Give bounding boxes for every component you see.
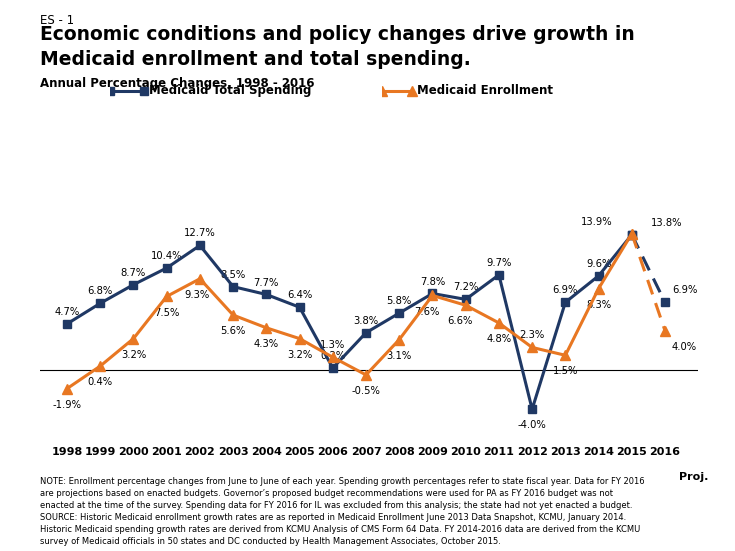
Text: 2016: 2016 <box>650 447 681 457</box>
Text: 2002: 2002 <box>184 447 215 457</box>
Text: 2006: 2006 <box>318 447 348 457</box>
Text: 5.6%: 5.6% <box>220 326 245 336</box>
Text: 8.3%: 8.3% <box>586 300 611 310</box>
Text: 3.2%: 3.2% <box>287 350 312 360</box>
Text: 0.2%: 0.2% <box>320 351 345 361</box>
Text: 2014: 2014 <box>583 447 614 457</box>
Text: 6.6%: 6.6% <box>448 316 473 326</box>
Text: 7.2%: 7.2% <box>453 283 478 293</box>
Text: 2004: 2004 <box>251 447 282 457</box>
Text: 1.5%: 1.5% <box>553 366 578 376</box>
Text: 2008: 2008 <box>384 447 415 457</box>
Text: 9.3%: 9.3% <box>184 290 209 300</box>
Text: 2001: 2001 <box>151 447 182 457</box>
Text: 2.3%: 2.3% <box>520 331 545 341</box>
Text: 1998: 1998 <box>51 447 82 457</box>
Text: Proj.: Proj. <box>679 472 709 482</box>
Text: 10.4%: 10.4% <box>151 251 182 261</box>
Text: -0.5%: -0.5% <box>351 386 381 396</box>
Text: enacted at the time of the survey. Spending data for FY 2016 for IL was excluded: enacted at the time of the survey. Spend… <box>40 501 633 510</box>
Text: 1999: 1999 <box>85 447 116 457</box>
Text: NOTE: Enrollment percentage changes from June to June of each year. Spending gro: NOTE: Enrollment percentage changes from… <box>40 477 645 485</box>
Text: 13.8%: 13.8% <box>651 218 683 228</box>
Text: 2009: 2009 <box>417 447 448 457</box>
Text: 7.6%: 7.6% <box>415 306 440 317</box>
Text: 2003: 2003 <box>218 447 248 457</box>
Text: Historic Medicaid spending growth rates are derived from KCMU Analysis of CMS Fo: Historic Medicaid spending growth rates … <box>40 525 641 534</box>
Text: 9.6%: 9.6% <box>586 259 612 269</box>
Text: 2000: 2000 <box>118 447 148 457</box>
Text: -4.0%: -4.0% <box>517 420 547 430</box>
Text: 6.4%: 6.4% <box>287 290 312 300</box>
Text: 2013: 2013 <box>550 447 581 457</box>
Text: 0.4%: 0.4% <box>87 377 112 387</box>
Text: 6.8%: 6.8% <box>87 287 113 296</box>
Text: 1.3%: 1.3% <box>320 341 345 350</box>
Text: 3.1%: 3.1% <box>387 350 412 361</box>
Text: 2011: 2011 <box>484 447 514 457</box>
Text: 9.7%: 9.7% <box>487 258 512 268</box>
Text: 4.7%: 4.7% <box>54 307 79 317</box>
Text: 2012: 2012 <box>517 447 548 457</box>
Text: Annual Percentage Changes, 1998 - 2016: Annual Percentage Changes, 1998 - 2016 <box>40 77 315 90</box>
Text: Medicaid Enrollment: Medicaid Enrollment <box>417 84 553 98</box>
Text: 7.8%: 7.8% <box>420 277 445 287</box>
Text: 8.7%: 8.7% <box>121 268 146 278</box>
Text: 2005: 2005 <box>284 447 315 457</box>
Text: SOURCE: Historic Medicaid enrollment growth rates are as reported in Medicaid En: SOURCE: Historic Medicaid enrollment gro… <box>40 513 627 522</box>
Text: THE HENRY J.: THE HENRY J. <box>657 487 706 493</box>
Text: FAMILY: FAMILY <box>655 511 709 525</box>
Text: 2010: 2010 <box>451 447 481 457</box>
Text: 8.5%: 8.5% <box>220 269 245 280</box>
Text: 2015: 2015 <box>617 447 648 457</box>
Text: 3.8%: 3.8% <box>354 316 379 326</box>
Text: Medicaid enrollment and total spending.: Medicaid enrollment and total spending. <box>40 50 471 68</box>
Text: 7.5%: 7.5% <box>154 307 179 317</box>
Text: -1.9%: -1.9% <box>52 399 82 410</box>
Text: 6.9%: 6.9% <box>553 285 578 295</box>
Text: Economic conditions and policy changes drive growth in: Economic conditions and policy changes d… <box>40 25 635 44</box>
Text: 4.3%: 4.3% <box>254 339 279 349</box>
Text: KAISER: KAISER <box>653 497 710 511</box>
Text: FOUNDATION: FOUNDATION <box>656 530 707 536</box>
Text: 2007: 2007 <box>351 447 381 457</box>
Text: 12.7%: 12.7% <box>184 229 216 239</box>
Text: 3.2%: 3.2% <box>121 350 146 360</box>
Text: 4.0%: 4.0% <box>672 342 697 352</box>
Text: are projections based on enacted budgets. Governor’s proposed budget recommendat: are projections based on enacted budgets… <box>40 489 614 498</box>
Text: 13.9%: 13.9% <box>581 217 612 226</box>
Text: 7.7%: 7.7% <box>254 278 279 288</box>
Text: survey of Medicaid officials in 50 states and DC conducted by Health Management : survey of Medicaid officials in 50 state… <box>40 537 501 546</box>
Text: 6.9%: 6.9% <box>672 285 698 295</box>
Text: 4.8%: 4.8% <box>487 334 512 344</box>
Text: 5.8%: 5.8% <box>387 296 412 306</box>
Text: Medicaid Total Spending: Medicaid Total Spending <box>149 84 312 98</box>
Text: ES - 1: ES - 1 <box>40 14 74 27</box>
